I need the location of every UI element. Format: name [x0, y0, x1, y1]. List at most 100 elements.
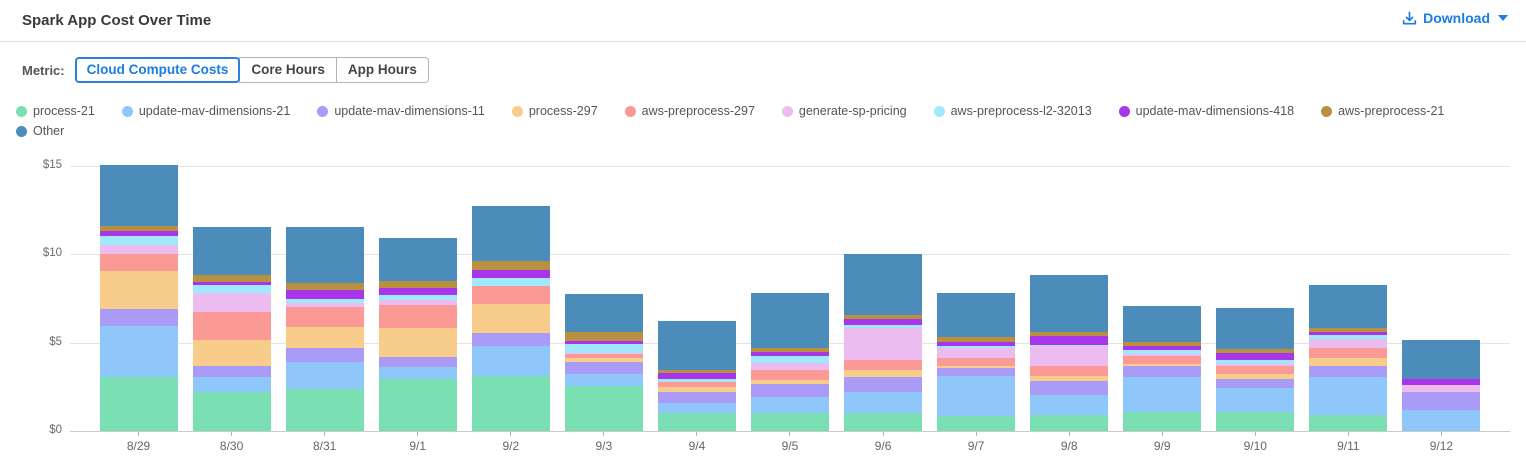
bar-segment-aws-preprocess-21[interactable]: [192, 274, 271, 283]
bar-segment-process-297[interactable]: [844, 369, 923, 377]
bar-segment-update-mav-dimensions-21[interactable]: [99, 326, 178, 377]
bar-segment-update-mav-dimensions-11[interactable]: [192, 366, 271, 377]
bar-segment-generate-sp-pricing[interactable]: [564, 352, 643, 355]
bar-segment-aws-preprocess-297[interactable]: [471, 286, 550, 304]
bar-segment-process-21[interactable]: [99, 376, 178, 431]
bar-segment-aws-preprocess-21[interactable]: [657, 370, 736, 373]
bar-segment-update-mav-dimensions-418[interactable]: [564, 340, 643, 344]
legend-item-process-21[interactable]: process-21: [16, 104, 95, 118]
bar-segment-update-mav-dimensions-21[interactable]: [937, 376, 1016, 416]
bar-segment-process-297[interactable]: [1123, 364, 1202, 366]
bar-segment-generate-sp-pricing[interactable]: [750, 363, 829, 371]
bar-segment-process-21[interactable]: [844, 413, 923, 431]
bar-segment-process-297[interactable]: [1030, 376, 1109, 381]
bar-segment-Other[interactable]: [1216, 307, 1295, 349]
bar-segment-aws-preprocess-21[interactable]: [1216, 348, 1295, 354]
bar-segment-update-mav-dimensions-21[interactable]: [657, 403, 736, 414]
bar-8/30[interactable]: [192, 227, 271, 431]
bar-segment-update-mav-dimensions-418[interactable]: [285, 290, 364, 300]
bar-9/1[interactable]: [378, 238, 457, 431]
bar-segment-process-21[interactable]: [564, 386, 643, 431]
bar-segment-update-mav-dimensions-11[interactable]: [1309, 365, 1388, 377]
bar-segment-process-21[interactable]: [192, 392, 271, 431]
bar-segment-Other[interactable]: [192, 227, 271, 275]
bar-segment-update-mav-dimensions-11[interactable]: [844, 376, 923, 392]
bar-segment-update-mav-dimensions-21[interactable]: [1309, 376, 1388, 415]
bar-9/9[interactable]: [1123, 306, 1202, 431]
bar-segment-Other[interactable]: [1309, 284, 1388, 328]
bar-segment-aws-preprocess-21[interactable]: [564, 331, 643, 341]
bar-segment-Other[interactable]: [657, 321, 736, 371]
bar-segment-process-297[interactable]: [564, 358, 643, 363]
bar-segment-generate-sp-pricing[interactable]: [844, 328, 923, 361]
bar-segment-process-21[interactable]: [750, 412, 829, 431]
metric-option-cloud-compute-costs[interactable]: Cloud Compute Costs: [74, 57, 241, 83]
bar-segment-update-mav-dimensions-11[interactable]: [1402, 392, 1481, 410]
bar-segment-update-mav-dimensions-21[interactable]: [1402, 410, 1481, 431]
bar-segment-update-mav-dimensions-11[interactable]: [657, 392, 736, 404]
legend-item-update-mav-dimensions-418[interactable]: update-mav-dimensions-418: [1118, 104, 1294, 118]
bar-segment-update-mav-dimensions-21[interactable]: [564, 374, 643, 386]
metric-option-core-hours[interactable]: Core Hours: [239, 57, 337, 83]
bar-segment-update-mav-dimensions-21[interactable]: [378, 367, 457, 380]
bar-segment-process-297[interactable]: [99, 271, 178, 309]
bar-segment-aws-preprocess-297[interactable]: [378, 305, 457, 329]
legend-item-generate-sp-pricing[interactable]: generate-sp-pricing: [781, 104, 907, 118]
legend-item-aws-preprocess-l2-32013[interactable]: aws-preprocess-l2-32013: [933, 104, 1092, 118]
bar-segment-process-297[interactable]: [285, 327, 364, 349]
bar-segment-update-mav-dimensions-21[interactable]: [1030, 394, 1109, 415]
bar-segment-update-mav-dimensions-11[interactable]: [378, 357, 457, 368]
bar-segment-aws-preprocess-21[interactable]: [1030, 331, 1109, 336]
bar-segment-process-21[interactable]: [1216, 411, 1295, 431]
bar-segment-update-mav-dimensions-11[interactable]: [99, 308, 178, 327]
bar-segment-Other[interactable]: [750, 293, 829, 349]
bar-segment-generate-sp-pricing[interactable]: [1216, 364, 1295, 366]
bar-segment-update-mav-dimensions-21[interactable]: [844, 391, 923, 414]
bar-segment-process-21[interactable]: [378, 379, 457, 431]
bar-segment-Other[interactable]: [1123, 306, 1202, 342]
bar-segment-update-mav-dimensions-418[interactable]: [1030, 335, 1109, 345]
bar-segment-aws-preprocess-297[interactable]: [99, 253, 178, 272]
bar-segment-update-mav-dimensions-418[interactable]: [1402, 379, 1481, 386]
bar-segment-Other[interactable]: [844, 254, 923, 315]
bar-segment-update-mav-dimensions-418[interactable]: [378, 287, 457, 296]
bar-segment-Other[interactable]: [564, 294, 643, 332]
bar-segment-update-mav-dimensions-11[interactable]: [1030, 380, 1109, 395]
bar-segment-Other[interactable]: [937, 293, 1016, 338]
bar-segment-aws-preprocess-297[interactable]: [192, 312, 271, 340]
bar-9/7[interactable]: [937, 293, 1016, 431]
bar-segment-generate-sp-pricing[interactable]: [1123, 354, 1202, 356]
bar-segment-generate-sp-pricing[interactable]: [1402, 385, 1481, 392]
bar-segment-process-297[interactable]: [192, 340, 271, 366]
bar-9/2[interactable]: [471, 206, 550, 431]
bar-segment-generate-sp-pricing[interactable]: [937, 348, 1016, 359]
bar-segment-update-mav-dimensions-418[interactable]: [192, 282, 271, 286]
bar-segment-aws-preprocess-297[interactable]: [1216, 365, 1295, 374]
bar-segment-update-mav-dimensions-11[interactable]: [285, 348, 364, 363]
bar-8/29[interactable]: [99, 165, 178, 431]
bar-segment-process-21[interactable]: [937, 416, 1016, 431]
bar-segment-update-mav-dimensions-11[interactable]: [564, 362, 643, 374]
bar-segment-generate-sp-pricing[interactable]: [1309, 338, 1388, 348]
bar-segment-update-mav-dimensions-11[interactable]: [1123, 365, 1202, 377]
bar-segment-process-297[interactable]: [657, 386, 736, 393]
bar-segment-update-mav-dimensions-418[interactable]: [471, 269, 550, 278]
bar-segment-aws-preprocess-l2-32013[interactable]: [1030, 344, 1109, 346]
metric-option-app-hours[interactable]: App Hours: [335, 57, 429, 83]
bar-9/8[interactable]: [1030, 274, 1109, 431]
bar-segment-process-297[interactable]: [750, 379, 829, 385]
bar-segment-process-297[interactable]: [1216, 373, 1295, 380]
bar-segment-aws-preprocess-297[interactable]: [657, 381, 736, 387]
bar-segment-update-mav-dimensions-418[interactable]: [1309, 331, 1388, 335]
bar-segment-update-mav-dimensions-21[interactable]: [1123, 376, 1202, 412]
bar-segment-update-mav-dimensions-11[interactable]: [471, 333, 550, 347]
bar-segment-generate-sp-pricing[interactable]: [99, 244, 178, 254]
bar-segment-aws-preprocess-l2-32013[interactable]: [564, 343, 643, 353]
legend-item-process-297[interactable]: process-297: [511, 104, 598, 118]
bar-segment-generate-sp-pricing[interactable]: [192, 293, 271, 313]
bar-segment-aws-preprocess-297[interactable]: [564, 354, 643, 359]
bar-segment-process-297[interactable]: [378, 328, 457, 358]
bar-segment-aws-preprocess-l2-32013[interactable]: [750, 356, 829, 364]
bar-segment-update-mav-dimensions-418[interactable]: [844, 319, 923, 326]
bar-segment-aws-preprocess-l2-32013[interactable]: [657, 379, 736, 382]
